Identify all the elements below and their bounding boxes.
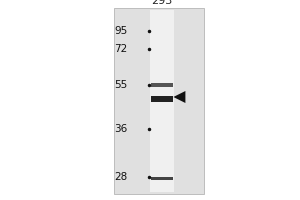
Bar xyxy=(151,83,172,87)
Bar xyxy=(114,8,204,194)
Bar xyxy=(151,177,172,180)
Polygon shape xyxy=(173,91,185,103)
Bar xyxy=(150,10,174,192)
Text: 55: 55 xyxy=(114,80,128,90)
Text: 36: 36 xyxy=(114,124,128,134)
Bar xyxy=(151,96,172,102)
Text: 28: 28 xyxy=(114,172,128,182)
Text: 95: 95 xyxy=(114,26,128,36)
Text: 72: 72 xyxy=(114,44,128,54)
Text: 293: 293 xyxy=(152,0,172,6)
